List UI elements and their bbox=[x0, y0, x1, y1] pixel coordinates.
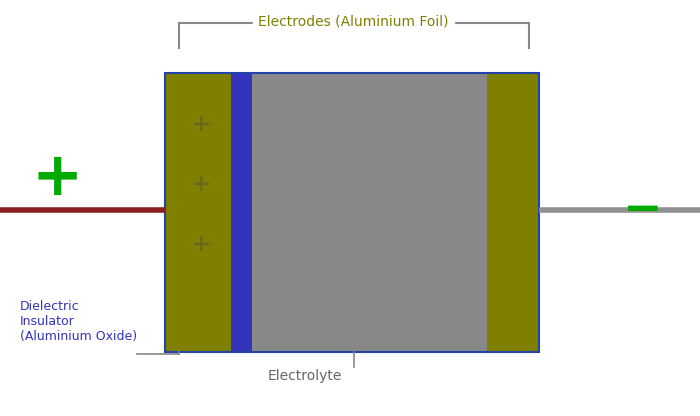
Text: −: − bbox=[623, 188, 662, 233]
Text: Electrodes (Aluminium Foil): Electrodes (Aluminium Foil) bbox=[258, 15, 449, 29]
Bar bbox=[252, 73, 486, 352]
Bar bbox=[164, 73, 231, 352]
Bar bbox=[164, 73, 539, 352]
Text: +: + bbox=[32, 149, 83, 208]
Text: Dielectric
Insulator
(Aluminium Oxide): Dielectric Insulator (Aluminium Oxide) bbox=[20, 300, 136, 343]
Text: +: + bbox=[193, 171, 209, 199]
Text: +: + bbox=[193, 231, 209, 260]
Text: Electrolyte: Electrolyte bbox=[267, 369, 342, 383]
Bar bbox=[231, 73, 252, 352]
Bar bbox=[486, 73, 539, 352]
Text: +: + bbox=[193, 111, 209, 139]
